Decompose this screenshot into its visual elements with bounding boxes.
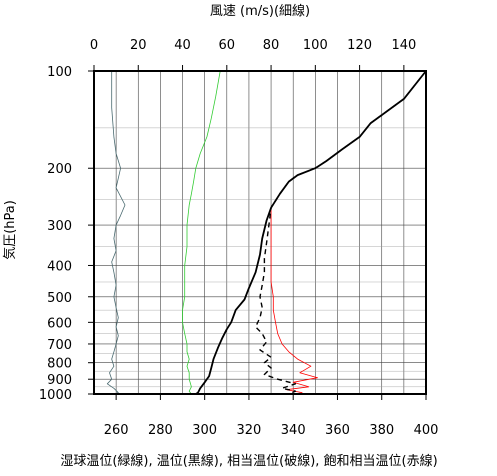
top-axis-tick-label: 80	[263, 38, 280, 53]
bottom-axis-tick-label: 340	[281, 423, 306, 438]
bottom-axis-tick-label: 320	[237, 423, 262, 438]
y-axis-tick-label: 600	[47, 316, 72, 331]
top-axis-tick-label: 0	[90, 38, 98, 53]
series-layer	[106, 70, 427, 395]
top-axis-tick-label: 60	[219, 38, 236, 53]
bottom-axis-tick-label: 400	[414, 423, 439, 438]
top-axis-title: 風速 (m/s)(細線)	[210, 3, 310, 19]
series-line-1	[106, 71, 126, 395]
y-axis-tick-label: 800	[47, 357, 72, 372]
bottom-caption: 湿球温位(緑線), 温位(黒線), 相当温位(破線), 飽和相当温位(赤線)	[60, 453, 437, 469]
y-axis-tick-label: 200	[47, 162, 72, 177]
series-line-4	[254, 70, 427, 395]
bottom-axis-tick-label: 380	[369, 423, 394, 438]
bottom-axis-tick-label: 280	[148, 423, 173, 438]
bottom-axis-tick-label: 300	[192, 423, 217, 438]
y-axis-title: 気圧(hPa)	[2, 200, 18, 260]
y-axis-tick-label: 100	[47, 65, 72, 80]
top-axis-tick-label: 40	[174, 38, 191, 53]
bottom-axis-tick-label: 360	[325, 423, 350, 438]
y-axis-tick-label: 500	[47, 291, 72, 306]
y-axis-tick-label: 900	[47, 373, 72, 388]
top-axis-tick-label: 120	[347, 38, 372, 53]
top-axis-tick-label: 100	[303, 38, 328, 53]
grid-layer	[93, 70, 427, 395]
y-axis-tick-label: 1000	[39, 388, 72, 403]
axis-layer: 260 280 300 320 340 360 380 400 0 20 40 60 80 100 120 1…	[39, 38, 439, 438]
top-axis-tick-label: 20	[130, 38, 147, 53]
y-axis-tick-label: 300	[47, 219, 72, 234]
plot-frame	[93, 70, 427, 395]
bottom-axis-tick-label: 260	[104, 423, 129, 438]
y-axis-tick-label: 400	[47, 259, 72, 274]
y-axis-tick-label: 700	[47, 338, 72, 353]
series-line-2	[182, 70, 221, 395]
top-axis-tick-label: 140	[391, 38, 416, 53]
